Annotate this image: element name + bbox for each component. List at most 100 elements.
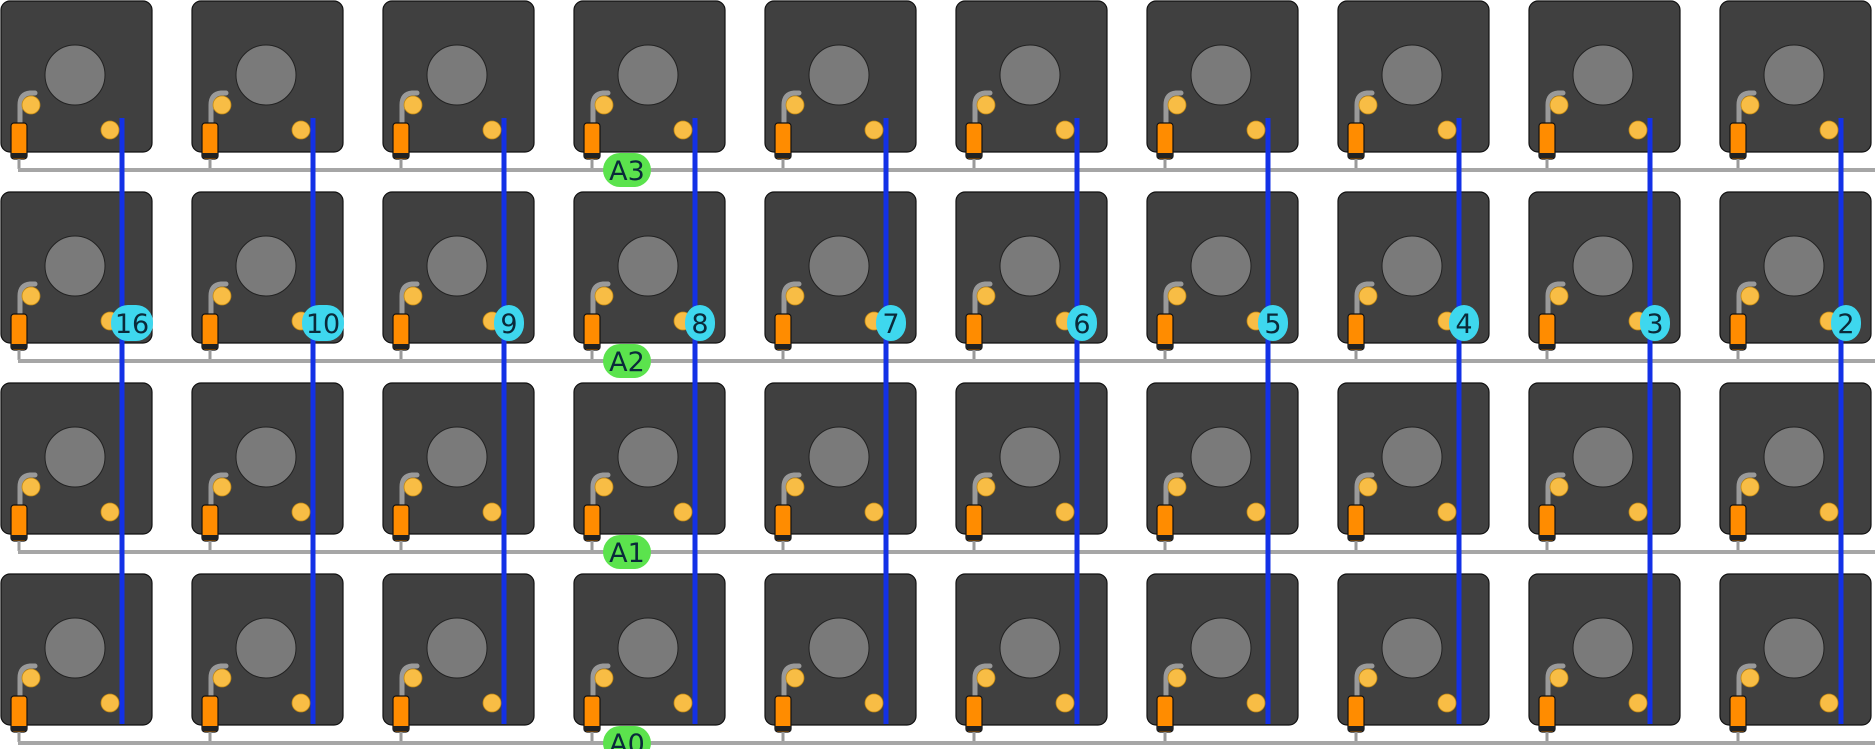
solder-pad-icon <box>1167 286 1187 306</box>
solder-pad-icon <box>1167 95 1187 115</box>
key-switch-3-8 <box>1528 573 1681 742</box>
solder-pad-icon <box>212 286 232 306</box>
diode-icon <box>583 313 601 360</box>
solder-pad-icon <box>785 286 805 306</box>
solder-pad-icon <box>1055 120 1075 140</box>
solder-pad-icon <box>594 286 614 306</box>
switch-stem-icon <box>1572 617 1634 679</box>
column-labels: 16 10 9 8 7 6 5 4 3 2 <box>111 305 1861 341</box>
switch-stem-icon <box>235 44 297 106</box>
diode-lead <box>781 281 802 317</box>
diode-icon <box>392 313 410 360</box>
solder-pad-icon <box>976 668 996 688</box>
key-switch-3-3 <box>573 573 726 742</box>
switch-stem-icon <box>808 426 870 488</box>
diode-lead <box>399 663 420 699</box>
switch-stem-icon <box>1763 44 1825 106</box>
solder-pad-icon <box>1740 286 1760 306</box>
column-label: 3 <box>1640 305 1670 341</box>
column-label-text: 3 <box>1646 309 1663 340</box>
solder-pad-icon <box>785 668 805 688</box>
switch-stem-icon <box>44 426 106 488</box>
key-switch-0-5 <box>955 0 1108 169</box>
key-switch-1-4 <box>764 191 917 360</box>
solder-pad-icon <box>1549 668 1569 688</box>
key-switch-1-8 <box>1528 191 1681 360</box>
solder-pad-icon <box>1549 477 1569 497</box>
switch-stem-icon <box>1381 235 1443 297</box>
solder-pad-icon <box>100 693 120 713</box>
diode-icon <box>1538 313 1556 360</box>
switch-stem-icon <box>1190 426 1252 488</box>
solder-pad-icon <box>1740 95 1760 115</box>
column-label-text: 5 <box>1264 309 1281 340</box>
switch-stem-icon <box>44 235 106 297</box>
diode-lead <box>1354 281 1375 317</box>
row-labels: A3 A2 A1 A0 <box>603 153 651 749</box>
diode-lead <box>1545 663 1566 699</box>
diode-lead <box>1736 663 1757 699</box>
switch-stem-icon <box>1763 617 1825 679</box>
diode-icon <box>1538 695 1556 742</box>
solder-pad-icon <box>673 502 693 522</box>
key-switch-2-5 <box>955 382 1108 551</box>
solder-pad-icon <box>785 477 805 497</box>
switch-stem-icon <box>426 426 488 488</box>
key-switch-2-7 <box>1337 382 1490 551</box>
switch-stem-icon <box>235 617 297 679</box>
diode-lead <box>590 472 611 508</box>
key-switch-2-6 <box>1146 382 1299 551</box>
diode-icon <box>1347 504 1365 551</box>
diode-lead <box>17 472 38 508</box>
diode-lead <box>1163 472 1184 508</box>
diode-icon <box>583 504 601 551</box>
diode-lead <box>1545 472 1566 508</box>
solder-pad-icon <box>1437 693 1457 713</box>
diode-lead <box>972 663 993 699</box>
switch-stem-icon <box>999 617 1061 679</box>
diode-lead <box>208 663 229 699</box>
switch-stem-icon <box>235 426 297 488</box>
key-switch-2-0 <box>0 382 153 551</box>
solder-pad-icon <box>1167 477 1187 497</box>
diode-lead <box>1545 90 1566 126</box>
solder-pad-icon <box>864 693 884 713</box>
diode-icon <box>1538 122 1556 169</box>
diode-lead <box>972 90 993 126</box>
diode-icon <box>1347 695 1365 742</box>
switch-stem-icon <box>1190 617 1252 679</box>
key-switch-2-9 <box>1719 382 1872 551</box>
diode-icon <box>965 504 983 551</box>
key-switch-2-3 <box>573 382 726 551</box>
solder-pad-icon <box>1358 477 1378 497</box>
diode-lead <box>1163 663 1184 699</box>
key-switch-0-2 <box>382 0 535 169</box>
diode-lead <box>972 472 993 508</box>
column-label: 8 <box>685 305 715 341</box>
solder-pad-icon <box>291 502 311 522</box>
solder-pad-icon <box>1549 286 1569 306</box>
key-switch-1-0 <box>0 191 153 360</box>
solder-pad-icon <box>403 668 423 688</box>
column-label: 9 <box>494 305 524 341</box>
solder-pad-icon <box>976 95 996 115</box>
diode-lead <box>208 90 229 126</box>
solder-pad-icon <box>673 120 693 140</box>
row-label: A0 <box>603 726 651 749</box>
key-switch-1-9 <box>1719 191 1872 360</box>
solder-pad-icon <box>1358 668 1378 688</box>
solder-pad-icon <box>21 95 41 115</box>
diode-icon <box>10 504 28 551</box>
solder-pad-icon <box>482 120 502 140</box>
solder-pad-icon <box>482 502 502 522</box>
column-label: 6 <box>1067 305 1097 341</box>
column-label-text: 6 <box>1073 309 1090 340</box>
diode-lead <box>399 281 420 317</box>
switch-stem-icon <box>1381 617 1443 679</box>
solder-pad-icon <box>1628 693 1648 713</box>
diode-lead <box>1736 281 1757 317</box>
switch-stem-icon <box>1190 235 1252 297</box>
switch-stem-icon <box>808 44 870 106</box>
key-switch-0-1 <box>191 0 344 169</box>
